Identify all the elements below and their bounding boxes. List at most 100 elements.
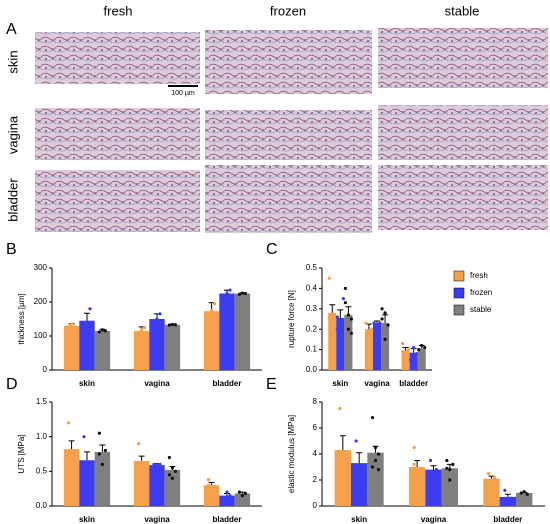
data-point bbox=[243, 491, 247, 496]
bar bbox=[234, 293, 251, 370]
data-point bbox=[349, 317, 353, 321]
data-point bbox=[225, 490, 229, 494]
legend-swatch bbox=[453, 304, 465, 316]
y-tick-label: 1.0 bbox=[36, 432, 48, 441]
data-point bbox=[222, 497, 226, 501]
data-point bbox=[88, 462, 92, 466]
bar bbox=[344, 314, 353, 370]
x-tick-label: vagina bbox=[144, 515, 170, 524]
bar bbox=[381, 323, 390, 370]
bar bbox=[133, 330, 150, 370]
data-point bbox=[407, 348, 411, 352]
data-point bbox=[373, 458, 378, 463]
bar bbox=[409, 352, 418, 370]
data-point bbox=[367, 331, 371, 335]
data-point bbox=[445, 458, 449, 463]
data-point bbox=[210, 308, 214, 313]
data-point bbox=[240, 291, 244, 295]
data-point bbox=[213, 302, 217, 306]
x-tick-label: skin bbox=[79, 379, 95, 388]
data-point bbox=[158, 462, 162, 466]
data-point bbox=[85, 320, 89, 324]
micrograph bbox=[205, 110, 372, 160]
data-point bbox=[417, 348, 421, 352]
data-point bbox=[420, 343, 424, 348]
data-point bbox=[207, 317, 211, 321]
data-point bbox=[170, 466, 174, 470]
data-point bbox=[240, 494, 244, 498]
y-tick-label: 0 bbox=[43, 365, 48, 374]
data-point bbox=[85, 469, 89, 473]
data-point bbox=[338, 323, 342, 327]
bar bbox=[401, 350, 410, 370]
legend-swatch bbox=[453, 270, 465, 282]
data-point bbox=[448, 478, 452, 482]
data-point bbox=[137, 334, 141, 338]
bar bbox=[425, 469, 442, 506]
bar bbox=[79, 460, 95, 506]
data-point bbox=[143, 462, 147, 466]
micrograph bbox=[35, 170, 200, 232]
data-point bbox=[167, 455, 171, 460]
data-point bbox=[522, 490, 526, 494]
bar bbox=[334, 450, 351, 506]
error-bar bbox=[402, 347, 409, 351]
data-point bbox=[434, 468, 439, 472]
bar bbox=[417, 348, 426, 370]
data-point bbox=[409, 358, 413, 362]
error-bar bbox=[430, 465, 437, 470]
x-tick-label: skin bbox=[79, 515, 95, 524]
bar bbox=[133, 460, 150, 506]
data-point bbox=[401, 350, 405, 354]
panel-label: E bbox=[266, 376, 277, 393]
data-point bbox=[380, 317, 384, 321]
error-bar bbox=[414, 460, 421, 467]
legend-label: stable bbox=[470, 305, 492, 314]
column-header: stable bbox=[445, 3, 480, 18]
data-point bbox=[370, 327, 374, 331]
row-header: skin bbox=[5, 50, 20, 73]
data-point bbox=[82, 435, 86, 439]
y-tick-label: 4 bbox=[313, 449, 318, 458]
data-point bbox=[237, 490, 241, 494]
bar bbox=[372, 323, 382, 370]
data-point bbox=[370, 465, 375, 469]
y-tick-label: 0.0 bbox=[306, 365, 318, 374]
data-point bbox=[378, 321, 382, 325]
data-point bbox=[415, 352, 419, 356]
y-tick-label: 6 bbox=[313, 423, 318, 432]
data-point bbox=[243, 291, 247, 296]
data-point bbox=[492, 475, 497, 479]
bar bbox=[350, 463, 368, 506]
data-point bbox=[67, 421, 71, 425]
data-point bbox=[207, 483, 211, 487]
data-point bbox=[357, 478, 361, 482]
data-point bbox=[67, 462, 71, 466]
data-point bbox=[173, 469, 177, 473]
y-tick-label: 1.5 bbox=[36, 397, 48, 406]
data-point bbox=[360, 465, 364, 469]
error-bar bbox=[84, 312, 90, 321]
data-point bbox=[525, 492, 529, 496]
data-point bbox=[155, 464, 159, 468]
panel-a: A fresh frozen stable skin vagina bladde… bbox=[5, 3, 548, 233]
micrograph bbox=[378, 105, 548, 160]
data-point bbox=[428, 475, 433, 479]
x-tick-label: bladder bbox=[213, 379, 242, 388]
data-point bbox=[225, 291, 229, 296]
bar bbox=[94, 330, 111, 370]
data-point bbox=[401, 341, 405, 346]
bar bbox=[164, 324, 181, 370]
data-point bbox=[344, 458, 348, 463]
data-point bbox=[152, 322, 156, 326]
data-point bbox=[445, 466, 449, 470]
data-point bbox=[82, 325, 86, 330]
data-point bbox=[140, 327, 144, 331]
bar bbox=[203, 311, 220, 370]
data-point bbox=[210, 487, 214, 491]
row-header: bladder bbox=[5, 178, 20, 222]
data-point bbox=[338, 449, 342, 453]
data-point bbox=[207, 478, 211, 482]
data-point bbox=[103, 448, 107, 453]
